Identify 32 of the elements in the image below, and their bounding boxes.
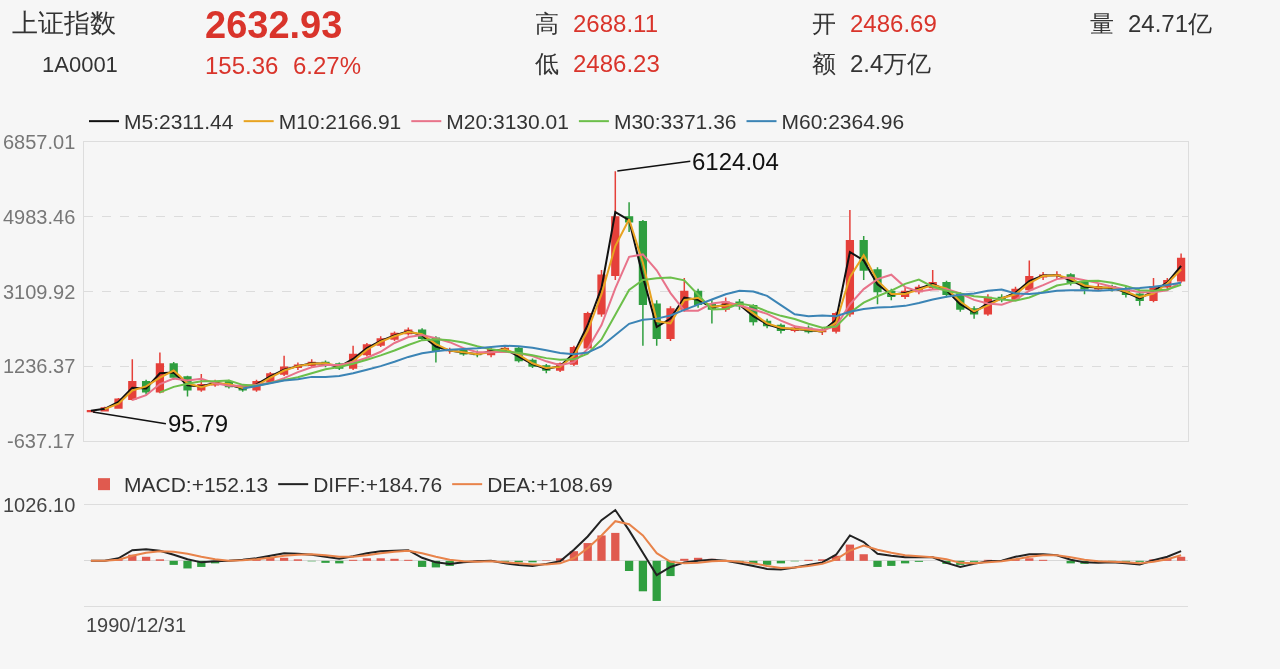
y-tick-label: 1236.37 [3,355,76,377]
legend-label: M20:3130.01 [446,110,569,134]
text: 2.4万亿 [850,50,932,77]
text: 额 [812,50,836,77]
y-tick-label: 3109.92 [3,281,76,303]
annotation: 95.79 [168,410,229,437]
y-tick-label: 4983.46 [3,206,76,228]
text: 高 [535,10,559,37]
text: 1026.10 [3,494,76,516]
legend-label: DEA:+108.69 [487,473,613,497]
text: 开 [812,10,836,37]
y-tick-label: -637.17 [7,430,75,452]
legend-label: DIFF:+184.76 [313,473,443,497]
text: 2632.93 [205,4,343,46]
text: 24.71亿 [1128,10,1213,37]
y-tick-label: 6857.01 [3,131,76,153]
legend-label: M5:2311.44 [124,110,234,134]
text: 2486.69 [850,10,937,37]
text: 1A0001 [42,52,118,77]
text: 低 [535,50,559,77]
text: 2486.23 [573,50,660,77]
annotation: 6124.04 [692,148,779,175]
legend-label: M10:2166.91 [278,110,402,134]
text: 1990/12/31 [86,614,187,636]
text: 6.27% [293,52,362,79]
legend-label: M60:2364.96 [781,110,905,134]
text: 2688.11 [573,10,658,37]
text: 上证指数 [12,8,116,38]
legend-label: MACD:+152.13 [124,473,269,497]
text: 155.36 [205,52,279,79]
legend-label: M30:3371.36 [613,110,737,134]
text: 量 [1090,10,1114,37]
